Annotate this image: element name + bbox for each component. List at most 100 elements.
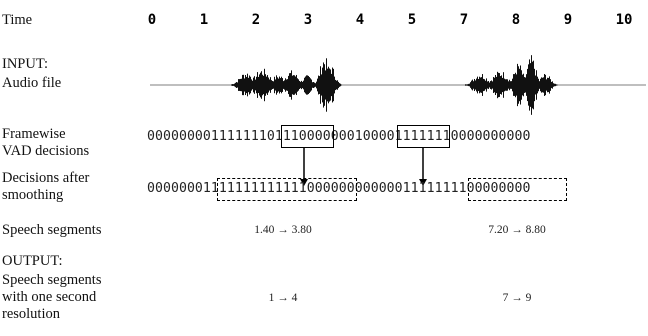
time-tick: 9 [563,12,573,28]
output-label-line3: resolution [2,306,60,322]
waveform-sample [556,84,557,86]
waveform-sample [486,78,487,92]
waveform-sample [522,74,523,96]
waveform-sample [277,77,278,93]
framewise-highlight-box [397,125,450,148]
waveform-sample [306,75,307,95]
waveform-sample [304,77,305,93]
waveform-sample [271,80,272,90]
waveform-sample [503,72,504,98]
waveform-sample [532,61,533,109]
arrow-head [419,179,427,186]
waveform-sample [300,81,301,89]
waveform-sample [292,75,293,95]
waveform-sample [534,68,535,102]
time-tick: 3 [303,12,313,28]
time-tick: 10 [615,12,633,28]
waveform-sample [335,79,336,91]
waveform-sample [318,75,319,95]
waveform-sample [327,68,328,102]
time-tick: 8 [511,12,521,28]
waveform-sample [523,73,524,97]
time-tick: 4 [355,12,365,28]
waveform-sample [524,77,525,93]
waveform-sample [477,76,478,94]
waveform-sample [301,80,302,90]
waveform-sample [272,80,273,90]
waveform-sample [513,74,514,96]
waveform-sample [281,76,282,94]
waveform-sample [338,81,339,89]
waveform-sample [307,75,308,95]
waveform-sample [284,80,285,90]
waveform-sample [509,79,510,91]
waveform-sample [239,79,240,91]
waveform-sample [471,80,472,90]
speech-region-box [468,178,567,201]
waveform-sample [263,75,264,95]
waveform-sample [555,83,556,87]
waveform-sample [510,81,511,89]
waveform-sample [530,63,531,107]
smoothed-bits: 0000000111111111111100000000000011111111… [147,181,531,196]
waveform-sample [340,83,341,87]
speech-segment: 1.40 → 3.80 [254,224,312,236]
smoothing-label-line1: Decisions after [2,170,90,186]
waveform-sample [512,78,513,92]
waveform-sample [515,72,516,98]
waveform-sample [246,76,247,94]
waveform-sample [528,64,529,106]
waveform-sample [536,70,537,100]
waveform-sample [333,68,334,102]
waveform-sample [256,76,257,94]
waveform-sample [539,81,540,89]
waveform-sample [252,80,253,90]
waveform-sample [251,79,252,91]
waveform-sample [315,83,316,87]
output-label-line1: Speech segments [2,272,102,288]
waveform-sample [501,75,502,95]
waveform-sample [505,79,506,91]
waveform-sample [278,78,279,92]
waveform-sample [549,76,550,94]
waveform-sample [282,78,283,92]
waveform-sample [508,81,509,89]
waveform-sample [474,78,475,92]
waveform-sample [500,76,501,94]
waveform-sample [537,76,538,94]
input-title: INPUT: [2,56,48,72]
speech-region-box [217,178,357,201]
waveform-sample [527,68,528,102]
waveform-sample [257,72,258,98]
waveform-sample [545,74,546,96]
waveform-sample [276,75,277,95]
waveform-sample [331,73,332,97]
waveform-sample [235,82,236,88]
waveform-sample [250,76,251,94]
framewise-label-line2: VAD decisions [2,143,90,159]
waveform-sample [267,75,268,95]
waveform-sample [490,81,491,89]
waveform-sample [469,83,470,87]
waveform-sample [496,76,497,94]
waveform-sample [339,83,340,87]
output-title: OUTPUT: [2,253,63,269]
waveform-sample [525,77,526,93]
waveform-sample [330,69,331,101]
waveform-sample [270,77,271,93]
waveform-sample [553,83,554,87]
time-label: Time [2,12,33,28]
arrow-head [300,179,308,186]
waveform-sample [297,78,298,92]
waveform-sample [231,84,232,86]
waveform-sample [499,73,500,97]
waveform-sample [253,77,254,93]
waveform-sample [554,83,555,87]
waveform-sample [470,82,471,88]
waveform-sample [240,78,241,92]
waveform-sample [551,81,552,89]
waveform-sample [325,70,326,100]
input-subtitle: Audio file [2,75,62,91]
waveform-sample [478,78,479,92]
waveform-sample [542,77,543,93]
